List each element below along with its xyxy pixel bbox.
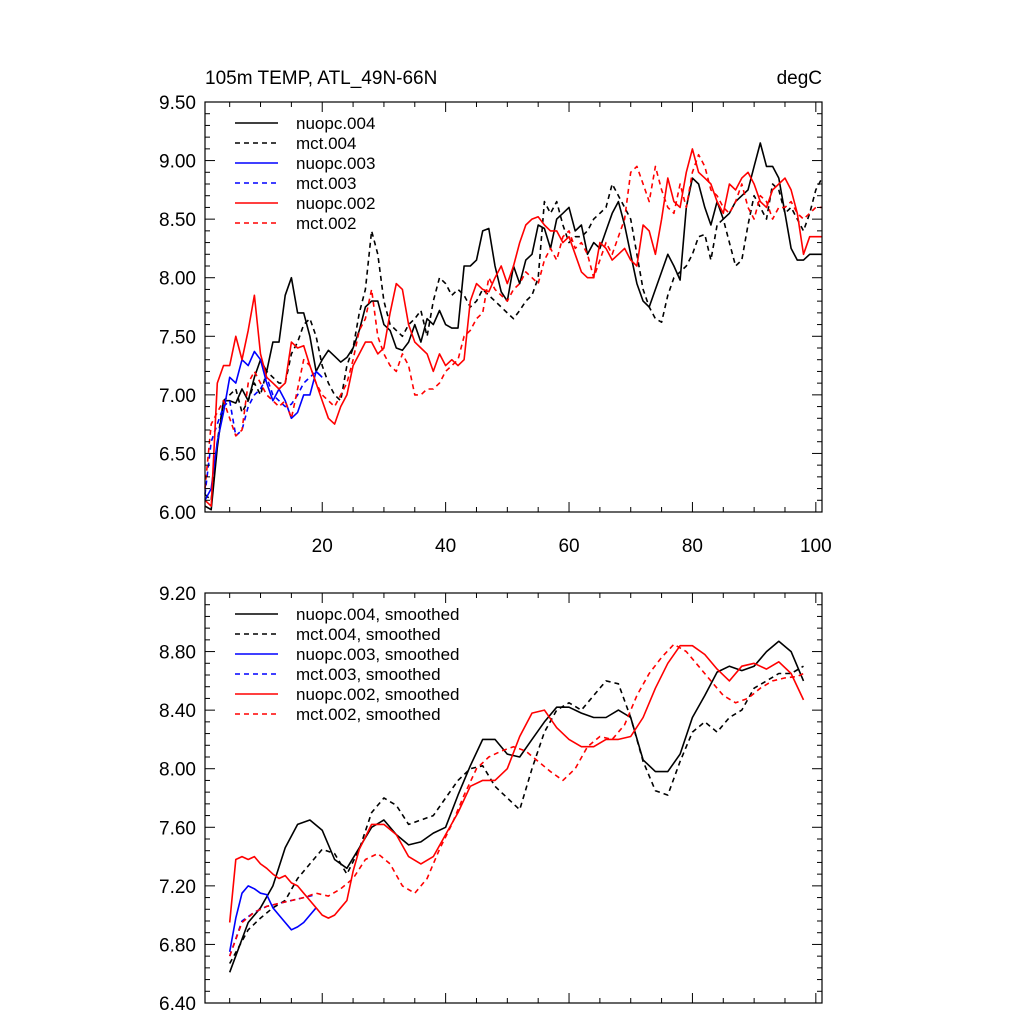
top-series-line-nuopc-002 bbox=[204, 148, 822, 507]
top-legend-entry: mct.004 bbox=[235, 134, 356, 153]
bottom-panel: 6.40 6.80 7.20 7.60 8.00 8.40 8.80 9.20 nuopc.0… bbox=[159, 584, 823, 1015]
top-x-tick-label: 100 bbox=[800, 536, 832, 557]
top-legend-entry: nuopc.002 bbox=[235, 194, 375, 213]
top-legend-entry: nuopc.003 bbox=[235, 154, 375, 173]
top-plot-area bbox=[204, 142, 823, 511]
top-y-tick-label: 9.00 bbox=[159, 152, 196, 173]
bottom-legend-entry: nuopc.003, smoothed bbox=[235, 645, 460, 664]
top-y-tick-label: 6.50 bbox=[159, 444, 196, 465]
top-legend: nuopc.004 mct.004 nuopc.003 mct.003 nuop… bbox=[235, 114, 375, 233]
bottom-legend-label: mct.004, smoothed bbox=[296, 625, 441, 644]
bottom-legend-label: nuopc.003, smoothed bbox=[296, 645, 460, 664]
top-legend-entry: mct.002 bbox=[235, 214, 356, 233]
top-y-tick-label: 9.50 bbox=[159, 93, 196, 114]
bottom-axis-ticks: 6.40 6.80 7.20 7.60 8.00 8.40 8.80 9.20 bbox=[159, 584, 822, 1015]
top-x-tick-label: 80 bbox=[682, 536, 703, 557]
bottom-legend-label: nuopc.004, smoothed bbox=[296, 605, 460, 624]
bottom-legend-entry: mct.003, smoothed bbox=[235, 665, 441, 684]
top-series-line-nuopc-003 bbox=[204, 350, 323, 501]
top-title-left: 105m TEMP, ATL_49N-66N bbox=[205, 68, 437, 89]
top-y-tick-label: 8.50 bbox=[159, 210, 196, 231]
bottom-y-tick-label: 6.80 bbox=[159, 935, 196, 956]
top-plot-frame bbox=[204, 101, 823, 513]
top-series-line-mct-004 bbox=[204, 177, 823, 502]
top-x-tick-label: 20 bbox=[312, 536, 333, 557]
top-legend-entry: mct.003 bbox=[235, 174, 356, 193]
bottom-legend-entry: mct.004, smoothed bbox=[235, 625, 441, 644]
bottom-legend: nuopc.004, smoothed mct.004, smoothed nu… bbox=[235, 605, 460, 724]
top-series-line-mct-002 bbox=[204, 153, 822, 489]
bottom-y-tick-label: 8.80 bbox=[159, 643, 196, 664]
top-y-tick-label: 7.00 bbox=[159, 386, 196, 407]
top-legend-label: nuopc.003 bbox=[296, 154, 375, 173]
top-series-line-mct-003 bbox=[204, 370, 323, 495]
top-legend-label: mct.003 bbox=[296, 174, 356, 193]
bottom-series-line-nuopc-002-smoothed bbox=[228, 644, 805, 923]
top-x-tick-label: 60 bbox=[558, 536, 579, 557]
top-legend-label: mct.004 bbox=[296, 134, 356, 153]
bottom-series-line-nuopc-003-smoothed bbox=[228, 885, 317, 952]
top-y-tick-label: 8.00 bbox=[159, 269, 196, 290]
bottom-y-tick-label: 9.20 bbox=[159, 584, 196, 605]
bottom-y-tick-label: 8.00 bbox=[159, 760, 196, 781]
top-y-tick-label: 6.00 bbox=[159, 503, 196, 524]
bottom-legend-entry: mct.002, smoothed bbox=[235, 705, 441, 724]
bottom-legend-label: mct.002, smoothed bbox=[296, 705, 441, 724]
top-legend-entry: nuopc.004 bbox=[235, 114, 375, 133]
top-legend-label: mct.002 bbox=[296, 214, 356, 233]
bottom-series-line-mct-002-smoothed bbox=[228, 643, 804, 957]
bottom-legend-label: nuopc.002, smoothed bbox=[296, 685, 460, 704]
top-legend-label: nuopc.002 bbox=[296, 194, 375, 213]
top-y-tick-label: 7.50 bbox=[159, 327, 196, 348]
bottom-y-tick-label: 7.60 bbox=[159, 818, 196, 839]
bottom-plot-frame bbox=[204, 592, 823, 1004]
bottom-y-tick-label: 6.40 bbox=[159, 994, 196, 1015]
bottom-series-line-mct-003-smoothed bbox=[228, 893, 317, 957]
top-x-tick-label: 40 bbox=[435, 536, 456, 557]
top-title-right: degC bbox=[777, 68, 822, 89]
top-legend-label: nuopc.004 bbox=[296, 114, 375, 133]
bottom-series-line-nuopc-004-smoothed bbox=[228, 640, 805, 973]
bottom-legend-entry: nuopc.004, smoothed bbox=[235, 605, 460, 624]
bottom-plot-area bbox=[228, 640, 805, 973]
top-panel: 105m TEMP, ATL_49N-66N degC 6.00 6.50 7.00… bbox=[159, 68, 832, 557]
bottom-legend-label: mct.003, smoothed bbox=[296, 665, 441, 684]
bottom-y-tick-label: 8.40 bbox=[159, 701, 196, 722]
bottom-series-line-mct-004-smoothed bbox=[228, 665, 804, 964]
bottom-y-tick-label: 7.20 bbox=[159, 877, 196, 898]
top-axis-ticks: 6.00 6.50 7.00 7.50 8.00 8.50 9.00 9.50 20 40 60 80… bbox=[159, 93, 832, 557]
bottom-legend-entry: nuopc.002, smoothed bbox=[235, 685, 460, 704]
